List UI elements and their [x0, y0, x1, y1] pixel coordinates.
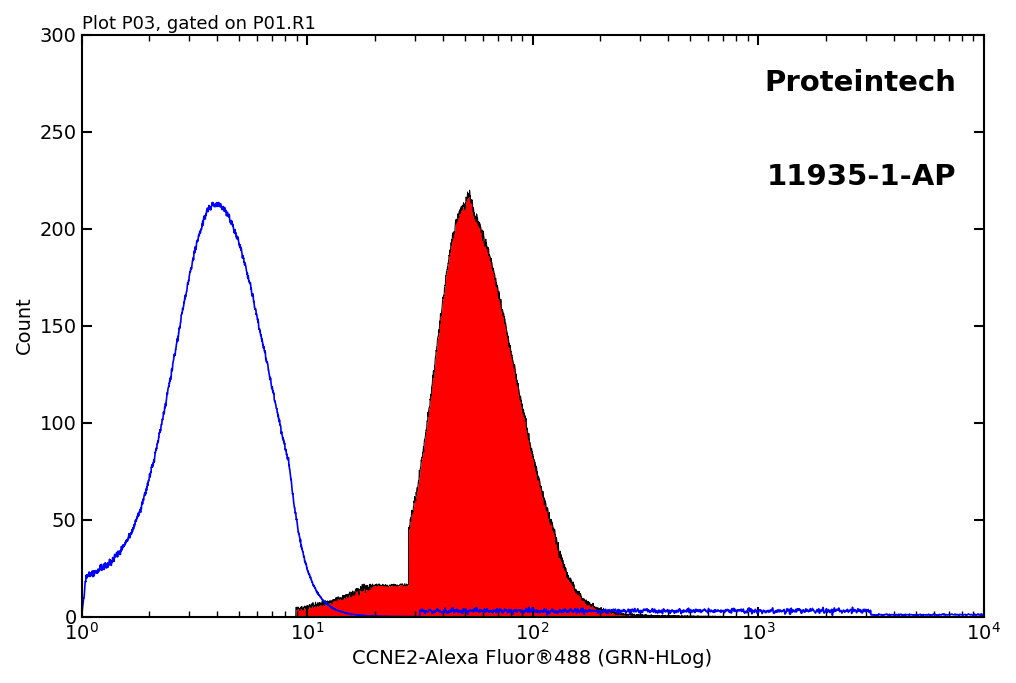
Text: Plot P03, gated on P01.R1: Plot P03, gated on P01.R1 [81, 15, 315, 33]
X-axis label: CCNE2-Alexa Fluor®488 (GRN-HLog): CCNE2-Alexa Fluor®488 (GRN-HLog) [353, 649, 712, 668]
Text: Proteintech: Proteintech [765, 70, 956, 98]
Text: 11935-1-AP: 11935-1-AP [767, 163, 956, 191]
Y-axis label: Count: Count [15, 296, 34, 354]
